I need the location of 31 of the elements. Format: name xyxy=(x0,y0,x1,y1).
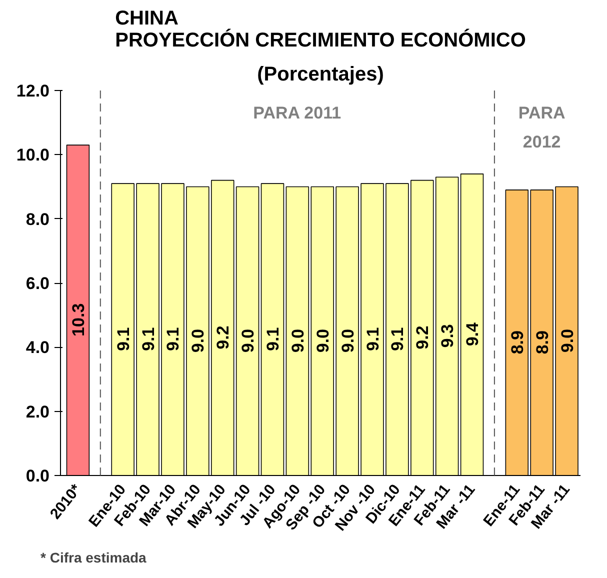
data-label: 9.0 xyxy=(313,328,332,353)
y-tick-label: 10.0 xyxy=(16,146,50,165)
data-label: 9.4 xyxy=(463,322,482,346)
data-label: 9.1 xyxy=(363,327,382,351)
data-label: 9.1 xyxy=(263,327,282,351)
data-label: 8.9 xyxy=(508,330,527,354)
data-label: 10.3 xyxy=(68,303,88,336)
data-label: 9.0 xyxy=(558,328,577,353)
text: * Cifra estimada xyxy=(40,550,147,566)
data-label: 9.2 xyxy=(214,326,233,350)
data-label: 9.0 xyxy=(288,328,308,353)
data-label: 9.1 xyxy=(164,327,183,351)
chart-title: CHINA PROYECCIÓN CRECIMIENTO ECONÓMICO xyxy=(115,8,526,52)
data-label: 9.1 xyxy=(138,327,158,351)
data-label: 9.0 xyxy=(188,328,208,353)
annotation: PARA 2012 xyxy=(518,103,566,152)
y-tick-label: 12.0 xyxy=(16,82,50,100)
y-tick-label: 2.0 xyxy=(26,402,50,422)
data-label: 9.3 xyxy=(438,324,458,348)
y-tick-label: 8.0 xyxy=(26,210,50,229)
data-label: 9.1 xyxy=(388,327,408,351)
data-label: 9.0 xyxy=(338,328,358,353)
y-tick-label: 4.0 xyxy=(26,338,50,358)
data-label: 9.1 xyxy=(114,327,133,351)
data-label: 9.2 xyxy=(413,326,432,350)
annotation: PARA 2011 xyxy=(253,103,342,122)
chart-subtitle: (Porcentajes) xyxy=(257,64,384,86)
y-tick-label: 6.0 xyxy=(26,274,50,293)
data-label: 8.9 xyxy=(532,330,552,354)
data-label: 9.0 xyxy=(238,328,258,353)
y-tick-label: 0.0 xyxy=(26,466,50,486)
